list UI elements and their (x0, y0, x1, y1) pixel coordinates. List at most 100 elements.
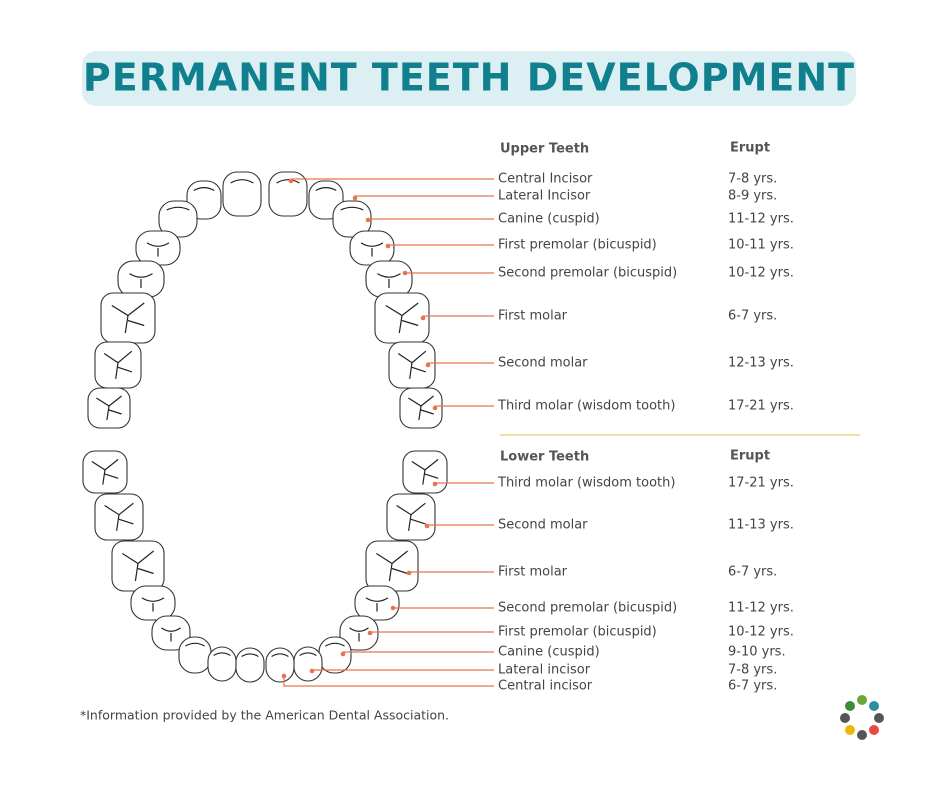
tooth-fissure (213, 652, 231, 657)
leader-dot (390, 605, 396, 611)
tooth-name: Lateral incisor (498, 663, 591, 678)
tooth-fissure (365, 597, 389, 612)
leader-line (408, 571, 494, 573)
leader-dot (420, 315, 426, 321)
tooth-fissure (276, 179, 300, 184)
tooth-fissure (241, 653, 259, 658)
tooth (222, 171, 262, 217)
tooth-fissure (299, 652, 317, 657)
leader-dot (340, 651, 346, 657)
tooth-name: Canine (cuspid) (498, 645, 600, 660)
tooth-name: Central incisor (498, 679, 593, 694)
tooth-fissure (122, 550, 154, 582)
leader-dot (365, 217, 371, 223)
tooth-fissure (408, 395, 434, 421)
tooth (178, 636, 212, 674)
tooth-fissure (349, 627, 369, 642)
leader-dot (288, 178, 294, 184)
tooth-name: Third molar (wisdom tooth) (497, 476, 675, 491)
tooth-fissure (376, 550, 408, 582)
tooth-fissure (396, 502, 426, 531)
tooth-fissure (185, 642, 205, 647)
tooth (268, 171, 308, 217)
leader-dot (367, 630, 373, 636)
erupt-age: 11-12 yrs. (728, 212, 794, 227)
tooth-fissure (340, 206, 364, 211)
tooth-fissure (104, 502, 134, 531)
leader-dot (402, 270, 408, 276)
tooth-name: Second premolar (bicuspid) (498, 601, 677, 616)
leader-line (426, 524, 494, 526)
leader-line (354, 195, 494, 198)
tooth-fissure (161, 627, 181, 642)
erupt-age: 6-7 yrs. (728, 679, 777, 694)
tooth-fissure (96, 395, 122, 421)
leader-line (369, 631, 494, 633)
tooth-name: Second molar (498, 356, 588, 371)
leader-dot (385, 243, 391, 249)
lower-heading: Lower Teeth (500, 450, 589, 465)
tooth-name: First premolar (bicuspid) (498, 238, 657, 253)
tooth-fissure (271, 653, 289, 658)
upper-erupt-heading: Erupt (730, 141, 770, 156)
leader-line (434, 405, 494, 408)
leader-dot (424, 523, 430, 529)
tooth-name: Canine (cuspid) (498, 212, 600, 227)
tooth-name: Second premolar (bicuspid) (498, 266, 677, 281)
leader-line (387, 244, 494, 246)
leader-line (422, 315, 494, 318)
leader-dot (432, 481, 438, 487)
erupt-age: 10-12 yrs. (728, 266, 794, 281)
erupt-age: 17-21 yrs. (728, 476, 794, 491)
leader-line (283, 676, 494, 687)
tooth-fissure (315, 187, 337, 192)
leader-dot (425, 362, 431, 368)
leader-line (367, 218, 494, 220)
erupt-age: 17-21 yrs. (728, 399, 794, 414)
leader-line (342, 651, 494, 654)
tooth-fissure (146, 242, 170, 257)
erupt-age: 10-12 yrs. (728, 625, 794, 640)
tooth-name: Third molar (wisdom tooth) (497, 399, 675, 414)
tooth-name: Lateral Incisor (498, 189, 591, 204)
tooth-fissure (91, 458, 119, 485)
tooth-name: First molar (498, 309, 568, 324)
tooth (293, 646, 323, 682)
leader-dot (281, 673, 287, 679)
title: PERMANENT TEETH DEVELOPMENT (83, 56, 855, 100)
lower-erupt-heading: Erupt (730, 449, 770, 464)
erupt-age: 12-13 yrs. (728, 356, 794, 371)
leader-dot (309, 668, 315, 674)
tooth-fissure (411, 458, 439, 485)
tooth-fissure (111, 302, 145, 334)
tooth (207, 646, 237, 682)
erupt-age: 6-7 yrs. (728, 309, 777, 324)
tooth-fissure (325, 642, 345, 647)
erupt-age: 7-8 yrs. (728, 172, 777, 187)
tooth-fissure (103, 350, 133, 379)
erupt-age: 7-8 yrs. (728, 663, 777, 678)
title-banner (82, 51, 856, 106)
tooth-fissure (377, 273, 401, 288)
tooth-name: Central Incisor (498, 172, 593, 187)
tooth-fissure (129, 273, 153, 288)
tooth-fissure (230, 179, 254, 184)
logo (840, 695, 884, 740)
erupt-age: 6-7 yrs. (728, 565, 777, 580)
tooth (235, 647, 265, 683)
leader-dot (432, 405, 438, 411)
tooth-fissure (193, 187, 215, 192)
tooth-fissure (141, 597, 165, 612)
leader-line (427, 362, 494, 365)
tooth-fissure (360, 242, 384, 257)
erupt-age: 11-13 yrs. (728, 518, 794, 533)
erupt-age: 9-10 yrs. (728, 645, 786, 660)
tooth-fissure (397, 350, 427, 379)
tooth-fissure (166, 206, 190, 211)
tooth-fissure (385, 302, 419, 334)
erupt-age: 11-12 yrs. (728, 601, 794, 616)
tooth-name: First molar (498, 565, 568, 580)
tooth-name: First premolar (bicuspid) (498, 625, 657, 640)
leader-dot (352, 195, 358, 201)
